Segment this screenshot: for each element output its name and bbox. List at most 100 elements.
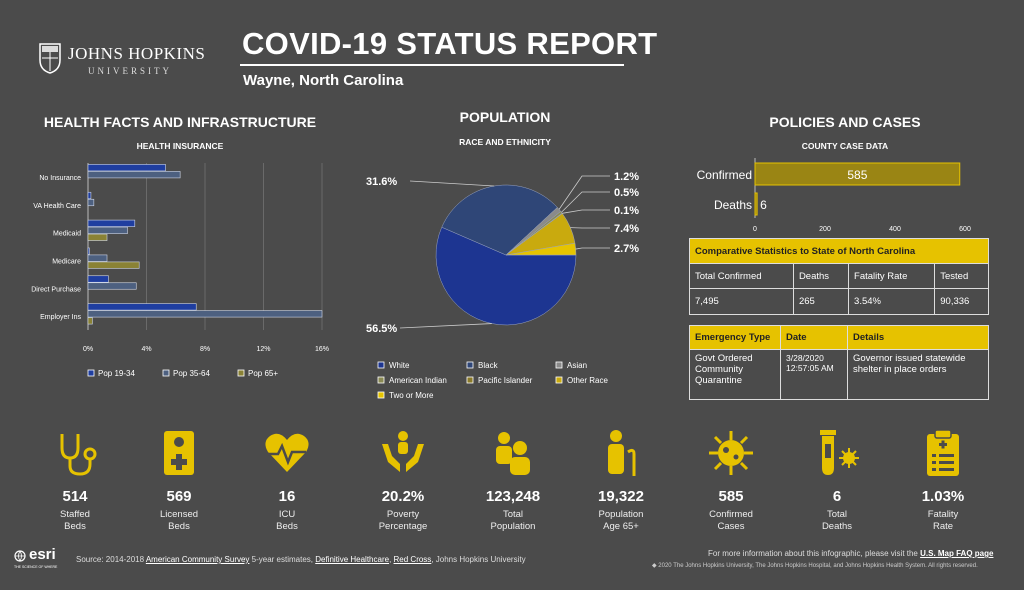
comparative-header: Total Confirmed: [689, 263, 794, 289]
logo-name: JOHNS HOPKINS: [68, 44, 206, 63]
emergency-header: Emergency Type: [689, 325, 781, 350]
pie-leader-line: [399, 323, 492, 329]
legend-swatch: [466, 361, 474, 369]
comparative-title: Comparative Statistics to State of North…: [689, 238, 989, 264]
stat-label: Total: [826, 509, 848, 520]
stethoscope-icon: [60, 434, 97, 476]
legend-label: American Indian: [389, 376, 447, 385]
bar-pop-35-64: [87, 310, 323, 318]
stat-label: Rate: [932, 521, 954, 532]
source-note: Source: 2014-2018 American Community Sur…: [76, 555, 526, 564]
comparative-stats-table: Comparative Statistics to State of North…: [689, 238, 989, 315]
pie-data-label: 0.5%: [614, 187, 639, 199]
bar-pop-65-: [87, 261, 140, 269]
stat-label: Staffed: [60, 509, 90, 520]
heartbeat-icon: [265, 433, 309, 472]
emergency-type: Govt Ordered Community Quarantine: [689, 349, 781, 400]
bar-pop-19-34: [87, 191, 92, 200]
bar-pop-35-64: [87, 171, 181, 179]
health-heading: HEALTH FACTS AND INFRASTRUCTURE: [43, 114, 317, 130]
bar-pop-65-: [87, 233, 108, 241]
bar-pop-35-64: [87, 282, 137, 290]
source-text: ,: [389, 555, 394, 564]
stat-value: 123,248: [485, 488, 541, 505]
acs-link[interactable]: American Community Survey: [145, 555, 250, 564]
x-tick-label: 600: [959, 226, 971, 233]
stat-value: 569: [166, 488, 192, 505]
policies-subheading: COUNTY CASE DATA: [801, 141, 889, 151]
pie-data-label: 31.6%: [366, 176, 397, 188]
health-subheading: HEALTH INSURANCE: [136, 141, 224, 151]
esri-logo: esri THE SCIENCE OF WHERE: [14, 546, 74, 572]
category-label: Medicaid: [53, 231, 81, 238]
case-bar-deaths: [754, 192, 758, 216]
legend-label: Black: [478, 361, 499, 370]
stat-label: Percentage: [378, 521, 428, 532]
legend-swatch: [377, 376, 385, 384]
jhu-logo: JOHNS HOPKINS UNIVERSITY: [38, 42, 218, 78]
stat-label: Beds: [168, 521, 190, 532]
emergency-header: Details: [847, 325, 989, 350]
medical-card-icon: [164, 431, 194, 475]
stat-value: 514: [62, 488, 88, 505]
source-text: , Johns Hopkins University: [431, 555, 526, 564]
legend-label: Two or More: [389, 391, 434, 400]
stat-label: Licensed: [159, 509, 199, 520]
stat-label: Fatality: [927, 509, 959, 520]
red-cross-link[interactable]: Red Cross: [393, 555, 432, 564]
legend-swatch: [237, 369, 245, 377]
pie-leader-line: [562, 209, 610, 214]
legend-label: Pop 35-64: [173, 369, 210, 378]
case-data-label: 6: [760, 198, 767, 212]
category-label: Employer Ins: [40, 314, 81, 321]
pie-data-label: 56.5%: [366, 323, 397, 335]
category-label: No Insurance: [39, 175, 81, 182]
stat-total-deaths: 6 Total Deaths: [787, 488, 887, 533]
esri-wordmark: esri: [29, 546, 56, 563]
legend-label: Pop 19-34: [98, 369, 135, 378]
legend-swatch: [377, 391, 385, 399]
hands-people-icon: [382, 431, 424, 472]
pie-slice-white: [435, 226, 577, 326]
stat-label: Confirmed: [709, 509, 753, 520]
elderly-person-icon: [608, 430, 636, 476]
stat-population-65: 19,322 Population Age 65+: [571, 488, 671, 533]
legend-swatch: [555, 361, 563, 369]
bar-pop-35-64: [87, 226, 128, 234]
stat-label: Age 65+: [603, 521, 639, 532]
case-bar-confirmed: [754, 162, 961, 186]
legend-swatch: [162, 369, 170, 377]
stat-value: 1.03%: [921, 488, 965, 505]
comparative-header: Deaths: [792, 263, 850, 289]
title-divider: [240, 64, 624, 66]
stat-staffed-beds: 514 Staffed Beds: [25, 488, 125, 533]
comparative-header: Fatality Rate: [848, 263, 936, 289]
pie-data-label: 7.4%: [614, 223, 639, 235]
pie-leader-line: [409, 180, 495, 187]
pie-data-label: 1.2%: [614, 171, 639, 183]
category-label: Deaths: [714, 198, 752, 212]
legend-swatch: [555, 376, 563, 384]
stat-value: 6: [832, 488, 842, 505]
faq-link[interactable]: U.S. Map FAQ page: [920, 549, 994, 558]
pie-leader-line: [561, 191, 610, 213]
bar-pop-19-34: [87, 303, 197, 311]
more-info-text: For more information about this infograp…: [708, 549, 921, 558]
stat-label: Poverty: [386, 509, 420, 520]
stat-value: 19,322: [598, 488, 644, 505]
virus-icon: [709, 431, 753, 475]
stat-label: Deaths: [821, 521, 853, 532]
pie-data-label: 0.1%: [614, 205, 639, 217]
category-label: Medicare: [52, 258, 81, 265]
stat-label: Beds: [64, 521, 86, 532]
test-tube-virus-icon: [820, 430, 859, 475]
stat-poverty: 20.2% Poverty Percentage: [353, 488, 453, 533]
stat-icu-beds: 16 ICU Beds: [237, 488, 337, 533]
stat-value: 585: [718, 488, 744, 505]
legend-label: Pacific Islander: [478, 376, 533, 385]
population-heading: POPULATION: [459, 109, 551, 125]
definitive-link[interactable]: Definitive Healthcare: [315, 555, 390, 564]
family-icon: [496, 432, 530, 475]
